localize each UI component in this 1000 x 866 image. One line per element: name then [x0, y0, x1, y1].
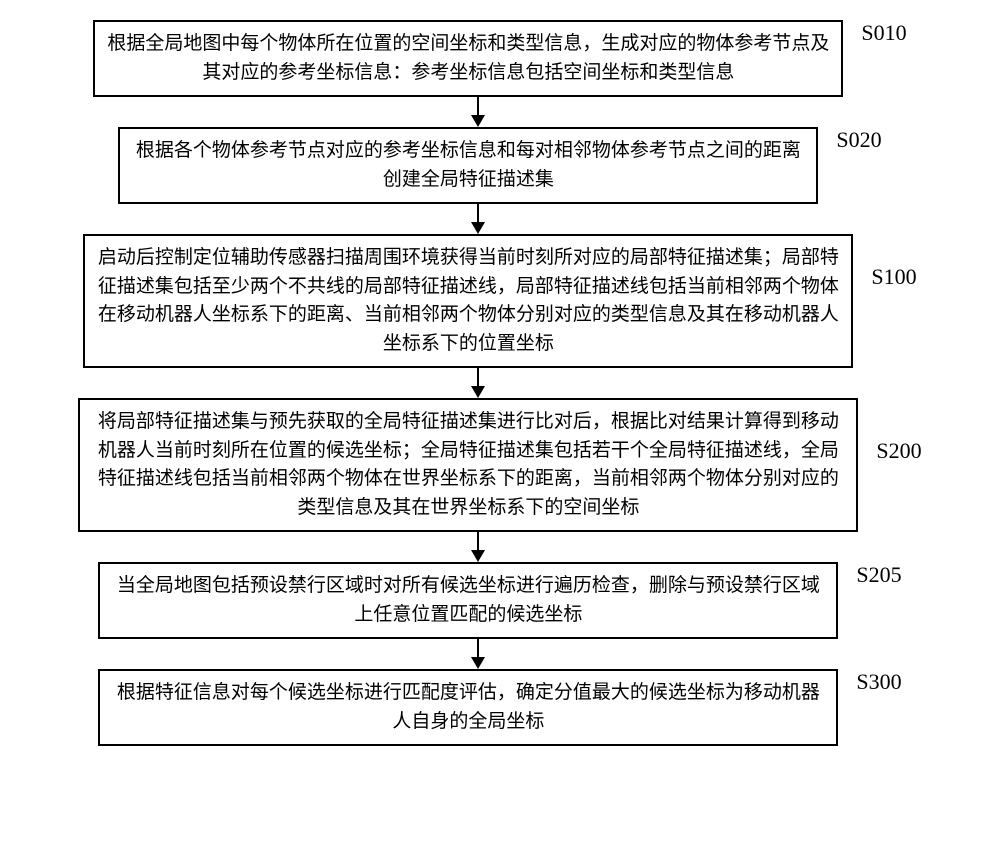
step-text: 当全局地图包括预设禁行区域时对所有候选坐标进行遍历检查，删除与预设禁行区域上任意… [112, 572, 824, 629]
flowchart-row: 启动后控制定位辅助传感器扫描周围环境获得当前时刻所对应的局部特征描述集；局部特征… [40, 234, 960, 368]
arrow-down-icon [477, 97, 479, 117]
flowchart-row: 根据各个物体参考节点对应的参考坐标信息和每对相邻物体参考节点之间的距离创建全局特… [40, 127, 960, 204]
arrow-down-icon [477, 368, 479, 388]
step-text: 将局部特征描述集与预先获取的全局特征描述集进行比对后，根据比对结果计算得到移动机… [92, 408, 844, 522]
step-box-s100: 启动后控制定位辅助传感器扫描周围环境获得当前时刻所对应的局部特征描述集；局部特征… [83, 234, 853, 368]
arrow-container [40, 368, 960, 398]
step-label-s300: S300 [856, 669, 901, 695]
step-label-s205: S205 [856, 562, 901, 588]
step-text: 启动后控制定位辅助传感器扫描周围环境获得当前时刻所对应的局部特征描述集；局部特征… [97, 244, 839, 358]
flowchart-row: 当全局地图包括预设禁行区域时对所有候选坐标进行遍历检查，删除与预设禁行区域上任意… [40, 562, 960, 639]
step-label-s020: S020 [836, 127, 881, 153]
step-text: 根据全局地图中每个物体所在位置的空间坐标和类型信息，生成对应的物体参考节点及其对… [107, 30, 829, 87]
step-text: 根据特征信息对每个候选坐标进行匹配度评估，确定分值最大的候选坐标为移动机器人自身… [112, 679, 824, 736]
arrow-down-icon [477, 639, 479, 659]
step-box-s300: 根据特征信息对每个候选坐标进行匹配度评估，确定分值最大的候选坐标为移动机器人自身… [98, 669, 838, 746]
flowchart-container: 根据全局地图中每个物体所在位置的空间坐标和类型信息，生成对应的物体参考节点及其对… [40, 20, 960, 746]
step-text: 根据各个物体参考节点对应的参考坐标信息和每对相邻物体参考节点之间的距离创建全局特… [132, 137, 804, 194]
step-box-s200: 将局部特征描述集与预先获取的全局特征描述集进行比对后，根据比对结果计算得到移动机… [78, 398, 858, 532]
step-box-s020: 根据各个物体参考节点对应的参考坐标信息和每对相邻物体参考节点之间的距离创建全局特… [118, 127, 818, 204]
arrow-down-icon [477, 204, 479, 224]
arrow-down-icon [477, 532, 479, 552]
step-label-s100: S100 [871, 264, 916, 290]
flowchart-row: 根据特征信息对每个候选坐标进行匹配度评估，确定分值最大的候选坐标为移动机器人自身… [40, 669, 960, 746]
step-box-s205: 当全局地图包括预设禁行区域时对所有候选坐标进行遍历检查，删除与预设禁行区域上任意… [98, 562, 838, 639]
flowchart-row: 根据全局地图中每个物体所在位置的空间坐标和类型信息，生成对应的物体参考节点及其对… [40, 20, 960, 97]
arrow-container [40, 532, 960, 562]
arrow-container [40, 97, 960, 127]
arrow-container [40, 639, 960, 669]
step-label-s010: S010 [861, 20, 906, 46]
flowchart-row: 将局部特征描述集与预先获取的全局特征描述集进行比对后，根据比对结果计算得到移动机… [40, 398, 960, 532]
step-label-s200: S200 [876, 438, 921, 464]
arrow-container [40, 204, 960, 234]
step-box-s010: 根据全局地图中每个物体所在位置的空间坐标和类型信息，生成对应的物体参考节点及其对… [93, 20, 843, 97]
